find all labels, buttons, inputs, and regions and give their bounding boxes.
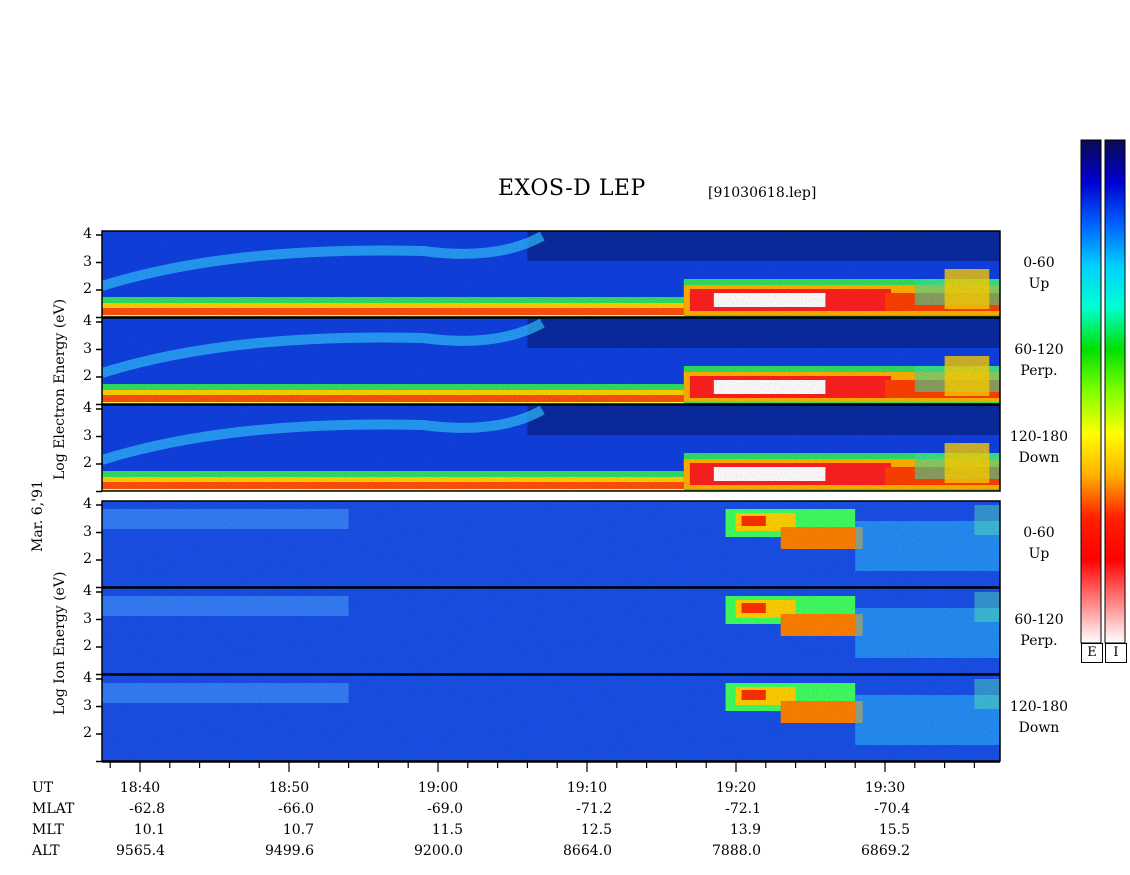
ephemeris-mlt-value: 13.9 <box>729 822 761 838</box>
y-tick-label: 4 <box>83 313 92 329</box>
ephemeris-alt-value: 6869.2 <box>861 843 910 859</box>
panel-label-1: 60-120 Perp. <box>1004 340 1074 382</box>
spectrogram-panel-electron-0 <box>101 230 1001 318</box>
y-tick-label: 2 <box>83 638 92 654</box>
panel-label-2: 120-180 Down <box>1004 427 1074 469</box>
panel-frame <box>101 317 1001 405</box>
file-name: [91030618.lep] <box>708 185 817 201</box>
ephemeris-mlat-value: -62.8 <box>129 801 165 817</box>
pitch-angle-label: 60-120 <box>1014 342 1064 358</box>
y-tick-label: 3 <box>83 610 92 627</box>
ephemeris-mlt-value: 10.7 <box>282 822 314 838</box>
noise-overlay <box>102 405 1000 491</box>
y-tick-label: 2 <box>83 368 92 384</box>
ephemeris-mlt-value: 10.1 <box>133 822 165 838</box>
y-tick-label: 2 <box>83 725 92 741</box>
spectrogram-panel-ion-5 <box>101 674 1001 762</box>
noise-overlay <box>102 588 1000 674</box>
ephemeris-mlt-value: 11.5 <box>431 822 463 838</box>
y-tick-label: 3 <box>83 523 92 540</box>
spectrogram-panel-electron-2 <box>101 404 1001 492</box>
noise-overlay <box>102 501 1000 587</box>
ephemeris-mlat-value: -71.2 <box>576 801 612 817</box>
direction-label: Down <box>1018 450 1060 466</box>
y-tick-label: 3 <box>83 253 92 270</box>
y-tick-label: 4 <box>83 226 92 242</box>
ephemeris-ut-value: 18:40 <box>119 780 161 796</box>
ephemeris-mlat-value: -66.0 <box>278 801 314 817</box>
chart-title: EXOS-D LEP <box>498 176 646 201</box>
direction-label: Perp. <box>1020 633 1058 649</box>
spectrogram-panel-electron-1 <box>101 317 1001 405</box>
panel-label-3: 0-60 Up <box>1004 523 1074 565</box>
y-tick-label: 2 <box>83 455 92 471</box>
panel-label-5: 120-180 Down <box>1004 697 1074 739</box>
colorbar-ion <box>1104 139 1126 644</box>
ephemeris-mlt-value: 15.5 <box>878 822 910 838</box>
colorbar-electron <box>1080 139 1102 644</box>
ephemeris-alt-value: 9200.0 <box>414 843 463 859</box>
y-tick-label: 4 <box>83 583 92 599</box>
direction-label: Up <box>1028 546 1050 562</box>
direction-label: Up <box>1028 276 1050 292</box>
ion-ylabel: Log Ion Energy (eV) <box>52 571 68 715</box>
y-tick-label: 4 <box>83 496 92 512</box>
ephemeris-alt-value: 8664.0 <box>563 843 612 859</box>
ephemeris-ut-value: 19:30 <box>864 780 906 796</box>
ephemeris-row-name: MLAT <box>32 801 75 817</box>
electron-ylabel: Log Electron Energy (eV) <box>52 298 68 480</box>
ephemeris-alt-value: 9499.6 <box>265 843 314 859</box>
panel-frame <box>101 500 1001 588</box>
panel-frame <box>101 674 1001 762</box>
pitch-angle-label: 120-180 <box>1009 699 1069 715</box>
ephemeris-mlt-value: 12.5 <box>580 822 612 838</box>
ephemeris-mlat-value: -70.4 <box>874 801 910 817</box>
ephemeris-ut-value: 19:20 <box>715 780 757 796</box>
ephemeris-alt-value: 7888.0 <box>712 843 761 859</box>
noise-overlay <box>102 318 1000 404</box>
y-tick-label: 3 <box>83 697 92 714</box>
spectrogram-panel-ion-4 <box>101 587 1001 675</box>
y-tick-label: 2 <box>83 551 92 567</box>
y-tick-label: 3 <box>83 427 92 444</box>
ephemeris-row-name: UT <box>32 780 54 796</box>
colorbar-tag-ion: I <box>1105 643 1127 663</box>
pitch-angle-label: 0-60 <box>1023 255 1055 271</box>
pitch-angle-label: 120-180 <box>1009 429 1069 445</box>
panel-frame <box>101 404 1001 492</box>
panel-frame <box>101 587 1001 675</box>
y-tick-label: 4 <box>83 670 92 686</box>
panel-label-0: 0-60 Up <box>1004 253 1074 295</box>
pitch-angle-label: 60-120 <box>1014 612 1064 628</box>
y-tick-label: 2 <box>83 281 92 297</box>
noise-overlay <box>102 675 1000 761</box>
y-tick-label: 3 <box>83 340 92 357</box>
pitch-angle-label: 0-60 <box>1023 525 1055 541</box>
colorbar-tag-electron: E <box>1081 643 1103 663</box>
date-label: Mar. 6,'91 <box>30 480 46 552</box>
ephemeris-row-name: MLT <box>32 822 64 838</box>
y-tick-label: 4 <box>83 400 92 416</box>
ephemeris-alt-value: 9565.4 <box>116 843 165 859</box>
panel-label-4: 60-120 Perp. <box>1004 610 1074 652</box>
ephemeris-ut-value: 19:00 <box>417 780 459 796</box>
ephemeris-ut-value: 18:50 <box>268 780 310 796</box>
ephemeris-mlat-value: -69.0 <box>427 801 463 817</box>
ephemeris-row-name: ALT <box>32 843 60 859</box>
direction-label: Perp. <box>1020 363 1058 379</box>
spectrogram-panel-ion-3 <box>101 500 1001 588</box>
direction-label: Down <box>1018 720 1060 736</box>
noise-overlay <box>102 231 1000 317</box>
panel-frame <box>101 230 1001 318</box>
ephemeris-mlat-value: -72.1 <box>725 801 761 817</box>
ephemeris-ut-value: 19:10 <box>566 780 608 796</box>
